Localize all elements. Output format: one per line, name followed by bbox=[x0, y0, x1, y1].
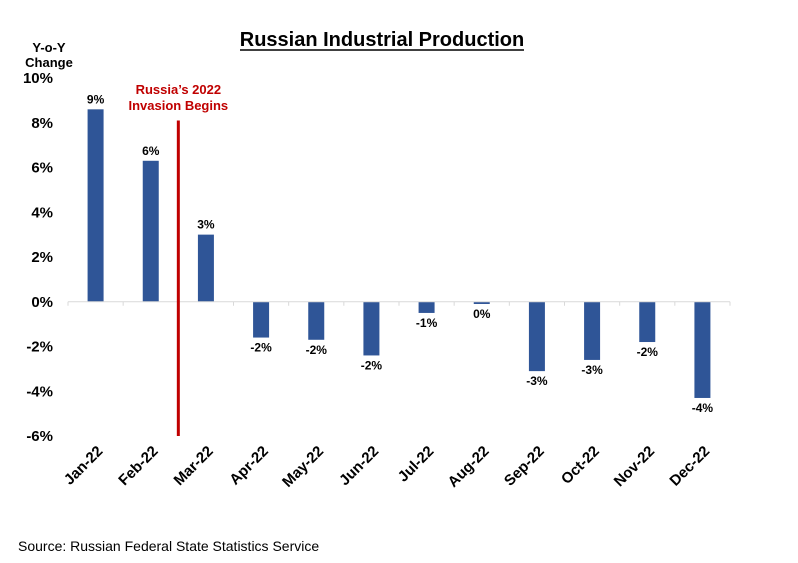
x-tick-label: Nov-22 bbox=[611, 443, 658, 490]
data-label: -2% bbox=[637, 345, 659, 359]
x-tick-label: Mar-22 bbox=[171, 443, 217, 489]
y-tick-label: 10% bbox=[23, 70, 53, 87]
data-label: -1% bbox=[416, 316, 438, 330]
y-tick-label: -4% bbox=[26, 383, 53, 400]
x-tick-label: Sep-22 bbox=[501, 443, 548, 490]
bar-mar-22 bbox=[197, 234, 214, 302]
y-axis-label-line2: Change bbox=[25, 55, 73, 70]
data-label: -3% bbox=[581, 363, 603, 377]
data-labels: 9% 6% 3% -2% -2% -2% -1% 0% -3% -3% -2% -4% bbox=[87, 92, 714, 415]
bar-feb-22 bbox=[142, 160, 159, 302]
bar-jul-22 bbox=[418, 301, 435, 313]
bar-jun-22 bbox=[363, 301, 380, 356]
x-tick-label: Jul-22 bbox=[395, 443, 438, 486]
source-note: Source: Russian Federal State Statistics… bbox=[18, 538, 319, 554]
data-label: 3% bbox=[197, 218, 215, 232]
bar-dec-22 bbox=[694, 301, 711, 398]
y-tick-label: -6% bbox=[26, 428, 53, 445]
x-tick-label: May-22 bbox=[279, 443, 327, 491]
bar-sep-22 bbox=[528, 301, 545, 372]
bar-may-22 bbox=[308, 301, 325, 340]
data-label: -4% bbox=[692, 401, 714, 415]
y-axis-label-line1: Y-o-Y bbox=[32, 40, 66, 55]
x-tick-label: Feb-22 bbox=[115, 443, 161, 489]
x-tick-label: Dec-22 bbox=[666, 443, 713, 490]
x-tick-label: Oct-22 bbox=[558, 443, 603, 488]
x-tick-label: Jun-22 bbox=[336, 443, 382, 489]
y-tick-label: 2% bbox=[31, 249, 53, 266]
x-tick-label: Aug-22 bbox=[445, 443, 493, 491]
chart-title: Russian Industrial Production bbox=[240, 29, 524, 51]
data-label: 0% bbox=[473, 307, 491, 321]
y-tick-label: -2% bbox=[26, 339, 53, 356]
x-tick-label: Jan-22 bbox=[61, 443, 107, 489]
y-tick-label: 6% bbox=[31, 160, 53, 177]
data-label: -2% bbox=[361, 358, 383, 372]
data-label: -2% bbox=[306, 343, 328, 357]
bars bbox=[67, 109, 731, 398]
annotation-line2: Invasion Begins bbox=[128, 98, 228, 113]
x-axis-ticks: Jan-22 Feb-22 Mar-22 Apr-22 May-22 Jun-22 Jul-… bbox=[61, 443, 713, 491]
data-label: 9% bbox=[87, 92, 105, 106]
data-label: -3% bbox=[526, 374, 548, 388]
x-tick-label: Apr-22 bbox=[226, 443, 272, 489]
y-tick-label: 8% bbox=[31, 115, 53, 132]
data-label: -2% bbox=[250, 341, 272, 355]
bar-jan-22 bbox=[87, 109, 104, 302]
bar-aug-22 bbox=[473, 301, 490, 304]
data-label: 6% bbox=[142, 144, 160, 158]
annotation-line1: Russia’s 2022 bbox=[136, 82, 222, 97]
y-tick-label: 0% bbox=[31, 294, 53, 311]
bar-apr-22 bbox=[253, 301, 270, 338]
bar-nov-22 bbox=[639, 301, 656, 343]
bar-oct-22 bbox=[584, 301, 601, 360]
y-tick-label: 4% bbox=[31, 204, 53, 221]
y-axis-ticks: -6% -4% -2% 0% 2% 4% 6% 8% 10% bbox=[23, 70, 53, 445]
